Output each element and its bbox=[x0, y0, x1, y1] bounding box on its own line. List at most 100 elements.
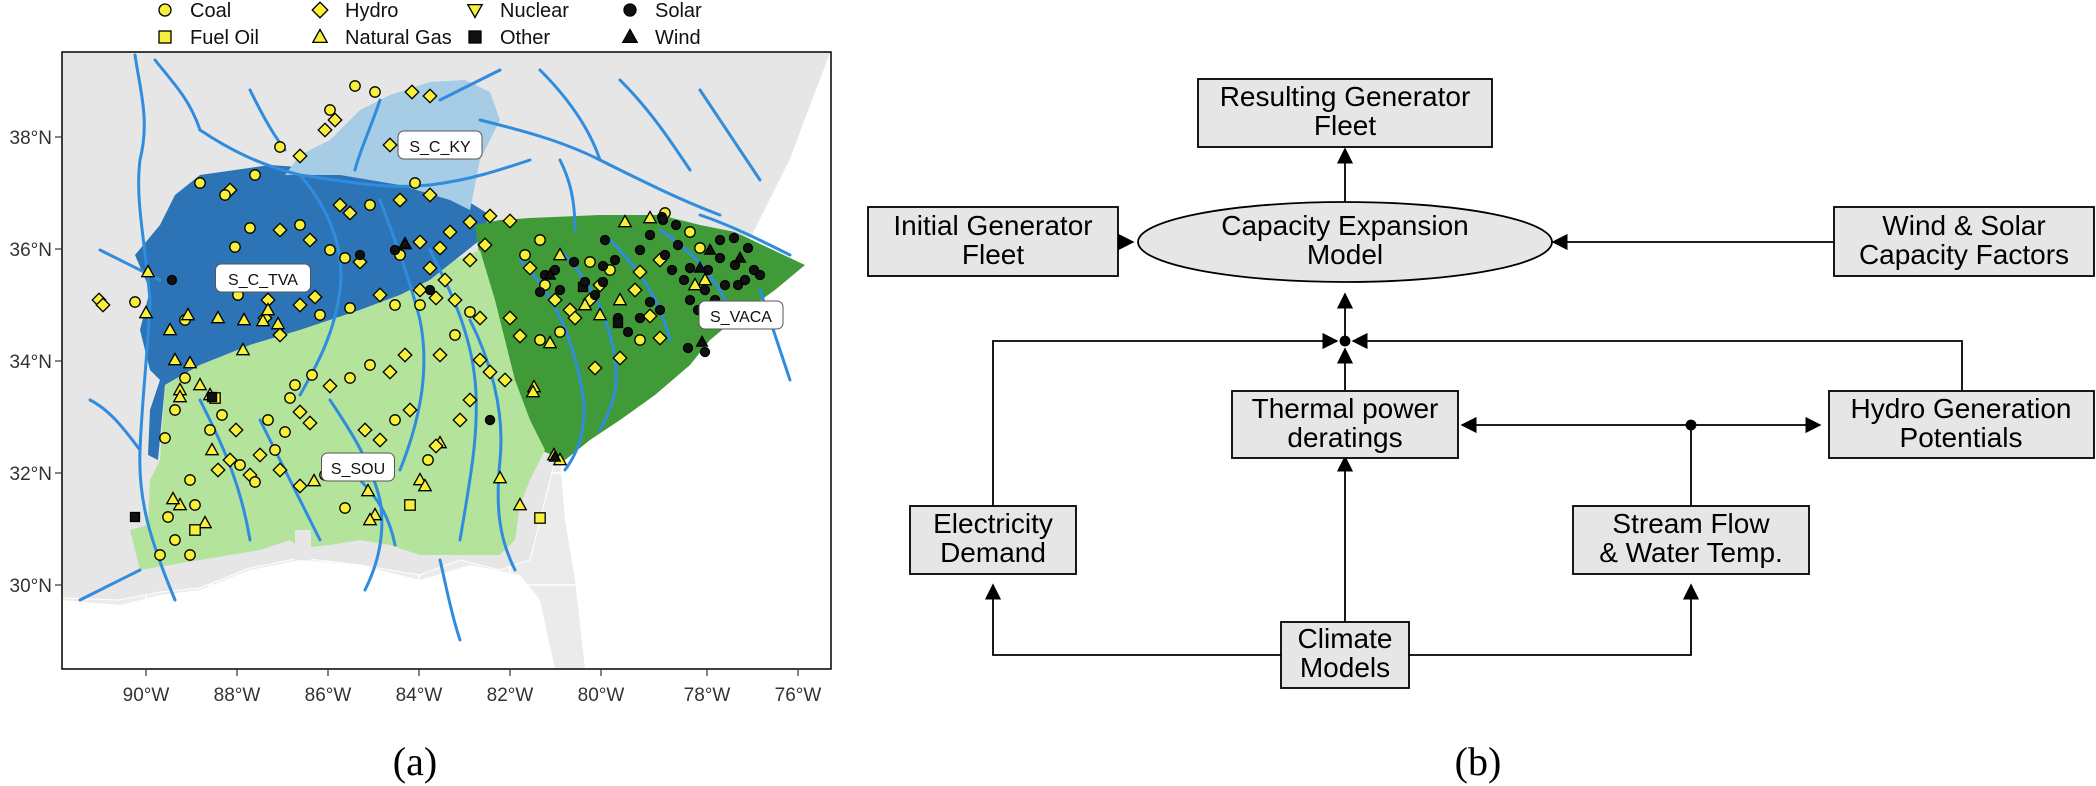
plant-marker bbox=[748, 264, 760, 276]
plant-marker bbox=[422, 260, 438, 276]
plant-marker bbox=[189, 499, 201, 511]
plant-marker bbox=[294, 219, 306, 231]
map-panel: S_C_KY S_C_TVA S_VACA S_SOU 90°W 88°W 86°W 84°… bbox=[10, 51, 832, 784]
plant-marker bbox=[627, 282, 643, 298]
plant-marker bbox=[274, 141, 286, 153]
lat-tick-label: 36°N bbox=[10, 240, 52, 261]
plant-marker bbox=[324, 244, 336, 256]
plant-marker bbox=[159, 432, 171, 444]
plant-marker bbox=[567, 310, 583, 326]
plant-marker bbox=[412, 282, 428, 298]
region-label-s-c-ky: S_C_KY bbox=[409, 139, 471, 156]
plant-marker bbox=[512, 328, 528, 344]
plant-marker bbox=[219, 189, 231, 201]
demand-line2: Demand bbox=[940, 537, 1046, 568]
plant-marker bbox=[317, 122, 333, 138]
plant-marker bbox=[644, 296, 656, 308]
plant-marker bbox=[402, 402, 418, 418]
plant-marker bbox=[714, 234, 726, 246]
plant-marker bbox=[324, 104, 336, 116]
plant-marker bbox=[699, 284, 711, 296]
plant-marker bbox=[392, 192, 408, 208]
plant-marker bbox=[364, 199, 376, 211]
plant-marker bbox=[462, 392, 478, 408]
legend-label: Nuclear bbox=[500, 0, 569, 22]
lon-tick-label: 76°W bbox=[775, 685, 822, 706]
node-thermal-deratings bbox=[1231, 390, 1459, 459]
node-hydro-potentials bbox=[1828, 390, 2095, 459]
plant-marker bbox=[389, 244, 401, 256]
plant-marker bbox=[432, 240, 448, 256]
plant-marker bbox=[589, 289, 601, 301]
plant-marker bbox=[172, 389, 188, 403]
plant-marker bbox=[437, 272, 453, 288]
plant-marker bbox=[194, 177, 206, 189]
plant-marker bbox=[482, 364, 498, 380]
plant-marker bbox=[684, 226, 696, 238]
plant-marker bbox=[703, 243, 717, 255]
plant-marker bbox=[694, 242, 706, 254]
plant-marker bbox=[292, 478, 308, 494]
lon-tick-label: 78°W bbox=[684, 685, 731, 706]
initial-fleet-line1: Initial Generator bbox=[893, 210, 1092, 241]
plant-marker bbox=[182, 355, 198, 369]
plant-marker bbox=[670, 219, 682, 231]
plant-marker bbox=[249, 169, 261, 181]
legend-label: Hydro bbox=[345, 0, 398, 22]
plant-marker bbox=[502, 213, 518, 229]
legend-marker-hydro bbox=[311, 1, 329, 19]
plant-marker bbox=[428, 438, 444, 454]
lat-tick-label: 32°N bbox=[10, 464, 52, 485]
ocean bbox=[560, 52, 831, 669]
plant-marker bbox=[642, 210, 658, 224]
plant-marker bbox=[342, 205, 358, 221]
region-label-box bbox=[698, 300, 784, 330]
plant-marker bbox=[472, 310, 488, 326]
rivers bbox=[78, 53, 792, 642]
plant-marker bbox=[140, 264, 156, 278]
plant-marker bbox=[522, 260, 538, 276]
plant-marker bbox=[372, 432, 388, 448]
longitude-axis: 90°W 88°W 86°W 84°W 82°W 80°W 78°W 76°W bbox=[123, 669, 822, 706]
plant-marker bbox=[197, 515, 213, 529]
legend-label: Wind bbox=[655, 27, 701, 49]
plant-marker bbox=[554, 284, 566, 296]
plant-marker bbox=[422, 454, 434, 466]
thermal-line1: Thermal power bbox=[1252, 393, 1439, 424]
plant-marker bbox=[249, 476, 261, 488]
lon-tick-label: 80°W bbox=[578, 685, 625, 706]
plant-marker bbox=[180, 307, 196, 321]
plant-marker bbox=[584, 256, 596, 268]
plant-marker bbox=[289, 379, 301, 391]
plant-marker bbox=[592, 307, 608, 321]
map-legend: Coal Fuel Oil Hydro Natural Gas Nuclear Other… bbox=[158, 0, 702, 49]
caption-a: (a) bbox=[393, 739, 437, 784]
plant-marker bbox=[382, 364, 398, 380]
plant-marker bbox=[597, 276, 609, 288]
plant-marker bbox=[234, 459, 246, 471]
legend-marker-solar bbox=[623, 3, 637, 17]
plant-marker bbox=[654, 304, 666, 316]
plant-marker bbox=[162, 322, 178, 336]
plant-marker bbox=[138, 305, 154, 319]
arrow-climate-to-streamflow bbox=[1409, 583, 1700, 656]
legend-marker-natural-gas bbox=[311, 28, 329, 44]
plant-marker bbox=[382, 137, 398, 153]
plant-marker bbox=[169, 534, 181, 546]
plant-marker bbox=[369, 86, 381, 98]
plant-marker bbox=[534, 234, 546, 246]
plant-marker bbox=[179, 372, 191, 384]
streamflow-line2: & Water Temp. bbox=[1599, 537, 1783, 568]
plant-marker bbox=[255, 313, 271, 327]
plant-marker bbox=[389, 414, 401, 426]
plant-marker bbox=[167, 352, 183, 366]
plant-marker bbox=[284, 392, 296, 404]
region-label-box bbox=[215, 263, 311, 293]
plant-marker bbox=[322, 378, 338, 394]
plant-marker bbox=[272, 327, 288, 343]
lon-tick-label: 82°W bbox=[487, 685, 534, 706]
plant-marker bbox=[497, 372, 513, 388]
plant-marker bbox=[534, 512, 546, 524]
plant-marker bbox=[719, 279, 731, 291]
plant-marker bbox=[398, 237, 412, 249]
